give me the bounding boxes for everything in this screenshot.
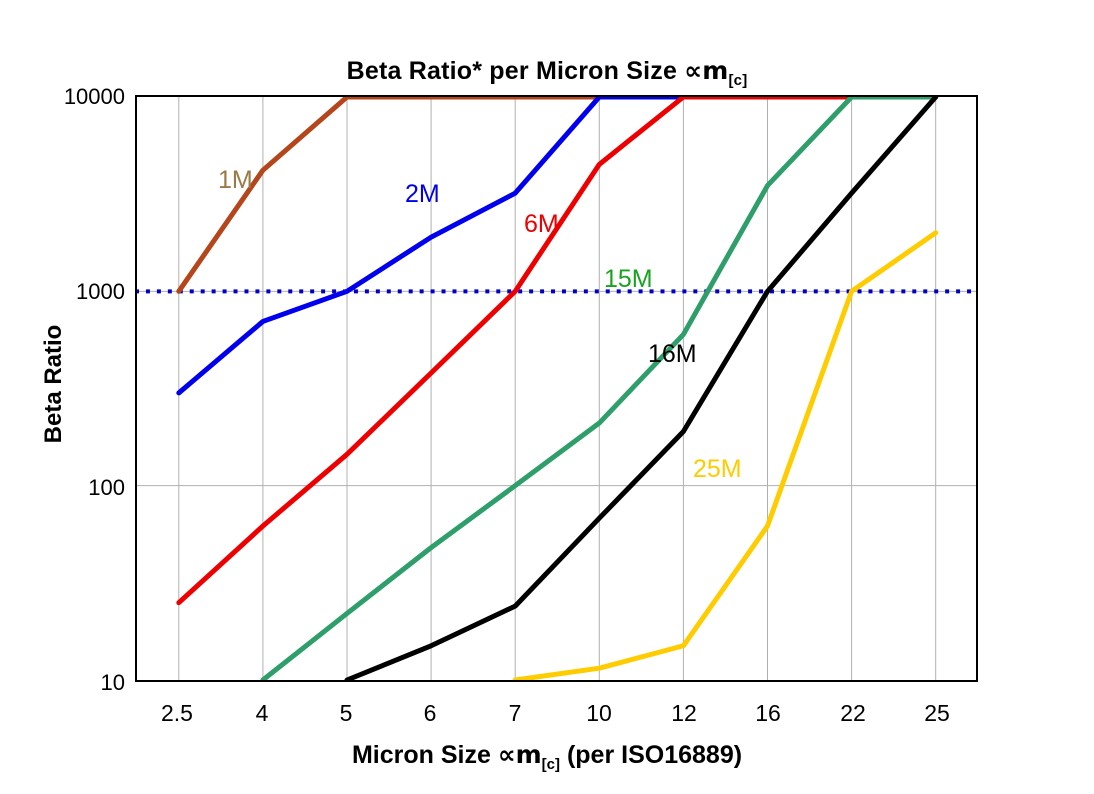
y-tick-100: 100 — [88, 475, 125, 500]
series-label-1M: 1M — [218, 166, 253, 194]
y-axis-title: Beta Ratio — [40, 324, 67, 444]
chart-title-text: Beta Ratio* per Micron Size — [346, 57, 685, 85]
x-tick-5: 5 — [339, 700, 353, 726]
chart-title-micron-symbol: ∝m — [684, 56, 729, 85]
series-label-25M: 25M — [693, 455, 742, 483]
series-line-25M — [512, 230, 939, 680]
x-tick-4: 4 — [255, 700, 269, 726]
series-line-15M — [260, 97, 939, 680]
x-tick-25: 25 — [924, 700, 950, 726]
x-tick-2.5: 2.5 — [161, 700, 193, 726]
plot-area — [135, 95, 978, 682]
x-axis-standard-text: (per ISO16889) — [560, 741, 743, 769]
series-label-6M: 6M — [524, 210, 559, 238]
chart-title: Beta Ratio* per Micron Size ∝m[c] — [0, 56, 1094, 89]
plot-svg — [137, 97, 976, 680]
series-line-2M — [176, 97, 939, 396]
chart-title-subscript: [c] — [728, 72, 748, 89]
x-tick-12: 12 — [671, 700, 697, 726]
series-line-1M — [176, 97, 602, 294]
series-line-6M — [176, 97, 939, 606]
series-line-16M — [344, 97, 939, 680]
x-axis-title-text: Micron Size — [351, 741, 498, 769]
y-tick-10000: 10000 — [63, 84, 125, 109]
series-label-2M: 2M — [405, 180, 440, 208]
gridlines — [137, 97, 976, 680]
x-axis-subscript: [c] — [541, 756, 561, 773]
x-tick-10: 10 — [586, 700, 612, 726]
x-tick-6: 6 — [423, 700, 437, 726]
y-tick-1000: 1000 — [76, 279, 125, 304]
series-group — [176, 97, 939, 680]
x-axis-title: Micron Size ∝m[c] (per ISO16889) — [0, 740, 1094, 773]
series-label-15M: 15M — [604, 265, 653, 293]
x-axis-micron-symbol: ∝m — [497, 740, 542, 769]
x-tick-16: 16 — [755, 700, 781, 726]
series-label-16M: 16M — [648, 340, 697, 368]
x-tick-22: 22 — [840, 700, 866, 726]
y-tick-10: 10 — [100, 670, 125, 695]
x-tick-7: 7 — [508, 700, 522, 726]
